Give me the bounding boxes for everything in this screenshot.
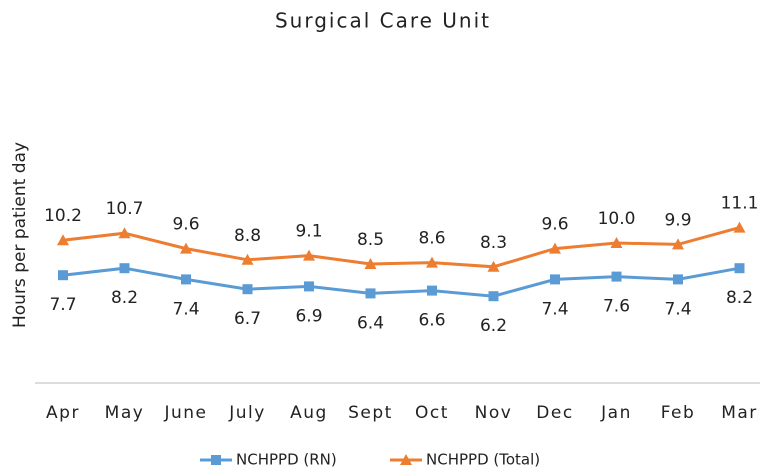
data-label: 9.1 xyxy=(295,222,322,242)
x-tick-label: Jan xyxy=(600,403,632,423)
marker xyxy=(365,288,376,299)
data-label: 10.2 xyxy=(44,206,82,226)
x-tick-label: Nov xyxy=(475,403,513,423)
marker xyxy=(487,260,500,272)
data-label: 8.3 xyxy=(480,233,507,253)
data-label: 7.4 xyxy=(541,299,568,319)
marker xyxy=(734,263,745,274)
marker xyxy=(610,237,623,248)
marker xyxy=(426,256,438,268)
x-tick-label: Dec xyxy=(536,403,573,423)
marker xyxy=(211,455,221,465)
data-label: 9.6 xyxy=(172,215,199,235)
x-tick-label: Aug xyxy=(290,403,328,423)
data-label: 6.6 xyxy=(418,311,445,331)
data-label: 7.4 xyxy=(172,299,199,319)
data-label: 9.9 xyxy=(664,210,691,230)
data-label: 7.6 xyxy=(603,297,630,317)
marker xyxy=(181,274,191,285)
x-tick-label: May xyxy=(105,403,145,423)
marker xyxy=(180,242,192,254)
marker xyxy=(304,281,314,292)
marker xyxy=(119,263,130,274)
marker xyxy=(364,258,377,269)
data-label: 8.2 xyxy=(726,288,753,308)
x-tick-label: July xyxy=(228,403,266,423)
marker xyxy=(58,270,68,281)
data-label: 8.6 xyxy=(418,229,445,249)
x-tick-label: Feb xyxy=(661,403,696,423)
marker xyxy=(733,221,746,233)
data-label: 10.7 xyxy=(106,199,144,219)
y-axis-label: Hours per patient day xyxy=(10,142,30,328)
marker xyxy=(427,285,437,296)
x-tick-label: Mar xyxy=(721,403,758,423)
x-tick-label: Apr xyxy=(46,403,80,423)
legend-label: NCHPPD (RN) xyxy=(236,451,337,469)
data-label: 9.6 xyxy=(541,215,568,235)
marker xyxy=(118,227,131,239)
data-label: 6.4 xyxy=(357,313,384,333)
marker xyxy=(549,242,561,254)
marker xyxy=(241,253,254,265)
series-line xyxy=(62,226,740,269)
marker xyxy=(303,249,315,261)
marker xyxy=(488,291,499,302)
data-label: 8.8 xyxy=(234,226,261,246)
x-tick-label: Oct xyxy=(415,403,449,423)
data-label: 8.5 xyxy=(357,230,384,250)
series-line xyxy=(62,266,740,298)
legend-label: NCHPPD (Total) xyxy=(426,451,540,469)
data-label: 7.7 xyxy=(49,295,76,315)
data-label: 6.7 xyxy=(234,309,261,329)
marker xyxy=(400,454,412,465)
chart-title: Surgical Care Unit xyxy=(275,9,491,33)
marker xyxy=(673,274,683,285)
data-label: 10.0 xyxy=(598,209,636,229)
marker xyxy=(57,234,69,246)
data-label: 8.2 xyxy=(111,288,138,308)
marker xyxy=(550,274,560,285)
data-label: 7.4 xyxy=(664,299,691,319)
marker xyxy=(672,238,684,250)
x-tick-label: Sept xyxy=(348,403,393,423)
data-label: 11.1 xyxy=(721,194,759,214)
x-tick-label: June xyxy=(163,403,207,423)
data-label: 6.9 xyxy=(295,306,322,326)
marker xyxy=(611,271,622,282)
data-label: 6.2 xyxy=(480,316,507,336)
marker xyxy=(242,284,253,295)
